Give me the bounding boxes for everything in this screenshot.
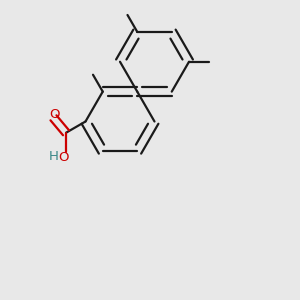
Text: O: O (58, 151, 68, 164)
Text: H: H (49, 150, 58, 163)
Text: O: O (50, 108, 60, 121)
